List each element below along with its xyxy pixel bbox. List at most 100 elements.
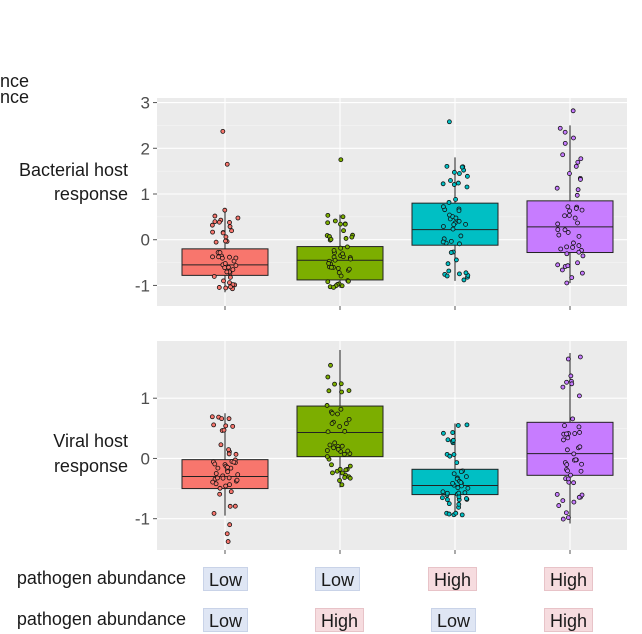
data-point xyxy=(457,271,462,277)
data-point xyxy=(455,485,461,491)
data-point xyxy=(228,489,234,495)
data-point xyxy=(448,238,454,244)
data-point xyxy=(441,224,446,229)
data-point xyxy=(456,208,462,214)
data-point xyxy=(577,354,583,360)
data-point xyxy=(465,485,471,491)
data-point xyxy=(453,197,458,202)
data-point xyxy=(229,228,234,234)
row1-group3-cat: High xyxy=(428,567,478,591)
data-point xyxy=(440,239,446,245)
data-point xyxy=(453,510,459,516)
legend-fragment-1: nce xyxy=(0,71,30,91)
annotation-row-1-label: pathogen abundance xyxy=(16,568,186,588)
data-point xyxy=(329,410,335,416)
data-point xyxy=(217,491,223,497)
data-point xyxy=(571,240,576,246)
panel2-ylabel-line2: response xyxy=(53,456,128,476)
data-point xyxy=(450,226,456,232)
data-point xyxy=(222,207,228,213)
data-point xyxy=(578,468,584,474)
data-point xyxy=(225,469,231,475)
data-point xyxy=(335,411,340,417)
data-point xyxy=(464,173,470,179)
data-point xyxy=(446,501,452,507)
data-point xyxy=(564,431,569,437)
data-point xyxy=(445,261,451,267)
data-point xyxy=(456,501,462,507)
data-point xyxy=(226,451,232,457)
data-point xyxy=(233,255,239,261)
data-point xyxy=(561,437,566,443)
data-point xyxy=(331,445,336,451)
data-point xyxy=(451,182,457,187)
data-point xyxy=(223,238,228,244)
data-point xyxy=(225,464,230,470)
data-point xyxy=(580,253,586,259)
data-point xyxy=(576,424,582,430)
data-point xyxy=(440,495,445,501)
data-point xyxy=(572,431,578,436)
data-point xyxy=(560,516,566,522)
data-point xyxy=(577,393,582,399)
data-point xyxy=(228,284,233,290)
data-point xyxy=(336,270,342,276)
data-point xyxy=(221,427,227,433)
data-point xyxy=(454,460,460,466)
data-point xyxy=(555,262,561,268)
data-point xyxy=(345,448,351,454)
data-point xyxy=(223,483,229,489)
data-point xyxy=(560,152,566,158)
data-point xyxy=(450,480,456,486)
data-point xyxy=(212,213,218,219)
data-point xyxy=(326,388,332,394)
data-point xyxy=(213,471,219,476)
data-point xyxy=(463,474,469,480)
data-point xyxy=(441,430,446,436)
data-point xyxy=(464,184,470,190)
data-point xyxy=(456,218,462,224)
data-point xyxy=(560,498,566,503)
data-point xyxy=(325,374,331,380)
data-point xyxy=(325,212,331,218)
data-point xyxy=(220,230,226,236)
data-point xyxy=(346,388,352,394)
data-point xyxy=(217,485,223,491)
outlier-point xyxy=(227,522,233,528)
data-point xyxy=(562,129,568,135)
data-point xyxy=(444,273,450,279)
data-point xyxy=(222,265,228,271)
data-point xyxy=(335,266,341,271)
panel-1-ytick-label: 3 xyxy=(141,94,150,113)
data-point xyxy=(562,213,567,219)
data-point xyxy=(565,230,571,235)
panel1-ylabel-line2: response xyxy=(53,184,128,204)
row2-group4-cat: High xyxy=(544,608,594,632)
data-point xyxy=(339,443,345,449)
data-point xyxy=(461,277,467,283)
annotation-row-2-label: pathogen abundance xyxy=(16,609,186,629)
data-point xyxy=(446,511,452,517)
data-point xyxy=(575,220,580,226)
data-point xyxy=(564,251,570,257)
box-panel2-group4 xyxy=(526,421,614,476)
data-point xyxy=(342,221,348,227)
data-point xyxy=(347,463,353,469)
data-point xyxy=(227,224,233,230)
data-point xyxy=(335,446,341,452)
data-point xyxy=(235,215,241,221)
data-point xyxy=(215,475,220,481)
data-point xyxy=(565,435,571,441)
data-point xyxy=(230,423,236,429)
data-point xyxy=(575,260,580,266)
data-point xyxy=(231,459,237,465)
data-point xyxy=(328,236,334,242)
data-point xyxy=(564,244,570,250)
data-point xyxy=(577,430,582,435)
data-point xyxy=(576,243,582,248)
data-point xyxy=(223,285,229,291)
data-point xyxy=(331,247,337,253)
data-point xyxy=(338,245,344,251)
data-point xyxy=(573,206,579,211)
data-point xyxy=(444,163,450,169)
